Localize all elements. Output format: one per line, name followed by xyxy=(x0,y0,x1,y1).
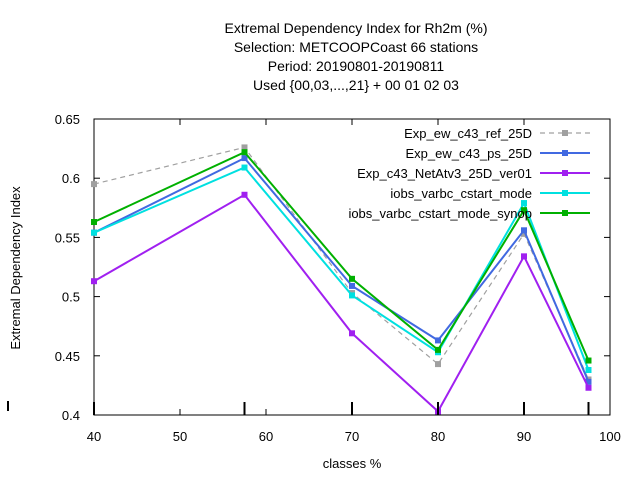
x-tick-label: 80 xyxy=(431,429,445,444)
data-point xyxy=(521,200,527,207)
chart-title: Extremal Dependency Index for Rh2m (%) Se… xyxy=(225,20,488,93)
title-line-0: Extremal Dependency Index for Rh2m (%) xyxy=(225,20,488,36)
x-axis-label: classes % xyxy=(323,456,382,471)
legend-marker xyxy=(562,150,568,156)
series-line xyxy=(93,166,590,371)
legend-label: iobs_varbc_cstart_mode xyxy=(390,186,532,201)
x-tick-label: 70 xyxy=(345,429,359,444)
axes: 40 50 60 70 80 90 100 0.4 0.45 0.5 0.55 0.6 0.65 clas… xyxy=(7,112,621,471)
y-tick-label: 0.55 xyxy=(55,230,80,245)
data-point xyxy=(585,378,592,385)
data-point xyxy=(521,230,527,237)
legend-item: Exp_ew_c43_ref_25D xyxy=(404,126,590,141)
series-line xyxy=(93,150,590,361)
data-point xyxy=(349,275,355,282)
x-tick-label: 90 xyxy=(517,429,531,444)
data-point xyxy=(585,367,592,374)
data-point xyxy=(521,227,527,234)
legend-item: iobs_varbc_cstart_mode xyxy=(390,186,590,201)
y-tick-label: 0.4 xyxy=(62,408,80,423)
legend-marker xyxy=(562,210,568,216)
data-point xyxy=(435,361,441,368)
data-point xyxy=(349,292,355,299)
data-point xyxy=(241,155,248,162)
series-line xyxy=(93,146,590,380)
plot-frame xyxy=(93,118,611,416)
legend-label: Exp_ew_c43_ref_25D xyxy=(404,126,532,141)
x-tick-label: 60 xyxy=(259,429,273,444)
data-point xyxy=(349,282,355,289)
x-tick-label: 40 xyxy=(87,429,101,444)
data-point xyxy=(241,144,248,151)
x-tick-label: 50 xyxy=(173,429,187,444)
series-4 xyxy=(91,149,592,364)
data-point xyxy=(91,219,97,226)
y-tick-label: 0.6 xyxy=(62,171,80,186)
data-point xyxy=(521,207,527,214)
plot-area xyxy=(93,118,611,416)
data-point xyxy=(91,229,97,236)
x-tick-label: 100 xyxy=(599,429,621,444)
data-point xyxy=(435,337,441,344)
y-axis-label: Extremal Dependency Index xyxy=(8,186,23,350)
legend-marker xyxy=(562,170,568,176)
legend-label: Exp_ew_c43_ps_25D xyxy=(406,146,532,161)
title-line-2: Period: 20190801-20190811 xyxy=(268,58,445,74)
series-line xyxy=(93,193,590,413)
data-point xyxy=(435,346,441,353)
legend-label: Exp_c43_NetAtv3_25D_ver01 xyxy=(357,166,532,181)
title-line-1: Selection: METCOOPCoast 66 stations xyxy=(234,39,478,55)
data-point xyxy=(91,181,97,188)
title-line-3: Used {00,03,...,21} + 00 01 02 03 xyxy=(253,77,459,93)
legend-item: Exp_ew_c43_ps_25D xyxy=(406,146,590,161)
y-tick-label: 0.5 xyxy=(62,290,80,305)
data-point xyxy=(349,330,355,337)
data-point xyxy=(91,278,97,285)
series-lines xyxy=(91,144,592,415)
legend-item: Exp_c43_NetAtv3_25D_ver01 xyxy=(357,166,590,181)
data-point xyxy=(241,164,248,171)
data-point xyxy=(241,149,248,156)
series-2 xyxy=(91,191,592,415)
legend-item: iobs_varbc_cstart_mode_synop xyxy=(348,206,590,221)
data-point xyxy=(521,253,527,260)
legend-marker xyxy=(562,130,568,136)
legend-marker xyxy=(562,190,568,196)
legend: Exp_ew_c43_ref_25D Exp_ew_c43_ps_25D Exp_c… xyxy=(348,126,590,221)
data-point xyxy=(241,191,248,198)
y-tick-label: 0.65 xyxy=(55,112,80,127)
y-tick-label: 0.45 xyxy=(55,349,80,364)
data-point xyxy=(585,384,592,391)
legend-label: iobs_varbc_cstart_mode_synop xyxy=(348,206,532,221)
data-point xyxy=(585,357,592,364)
